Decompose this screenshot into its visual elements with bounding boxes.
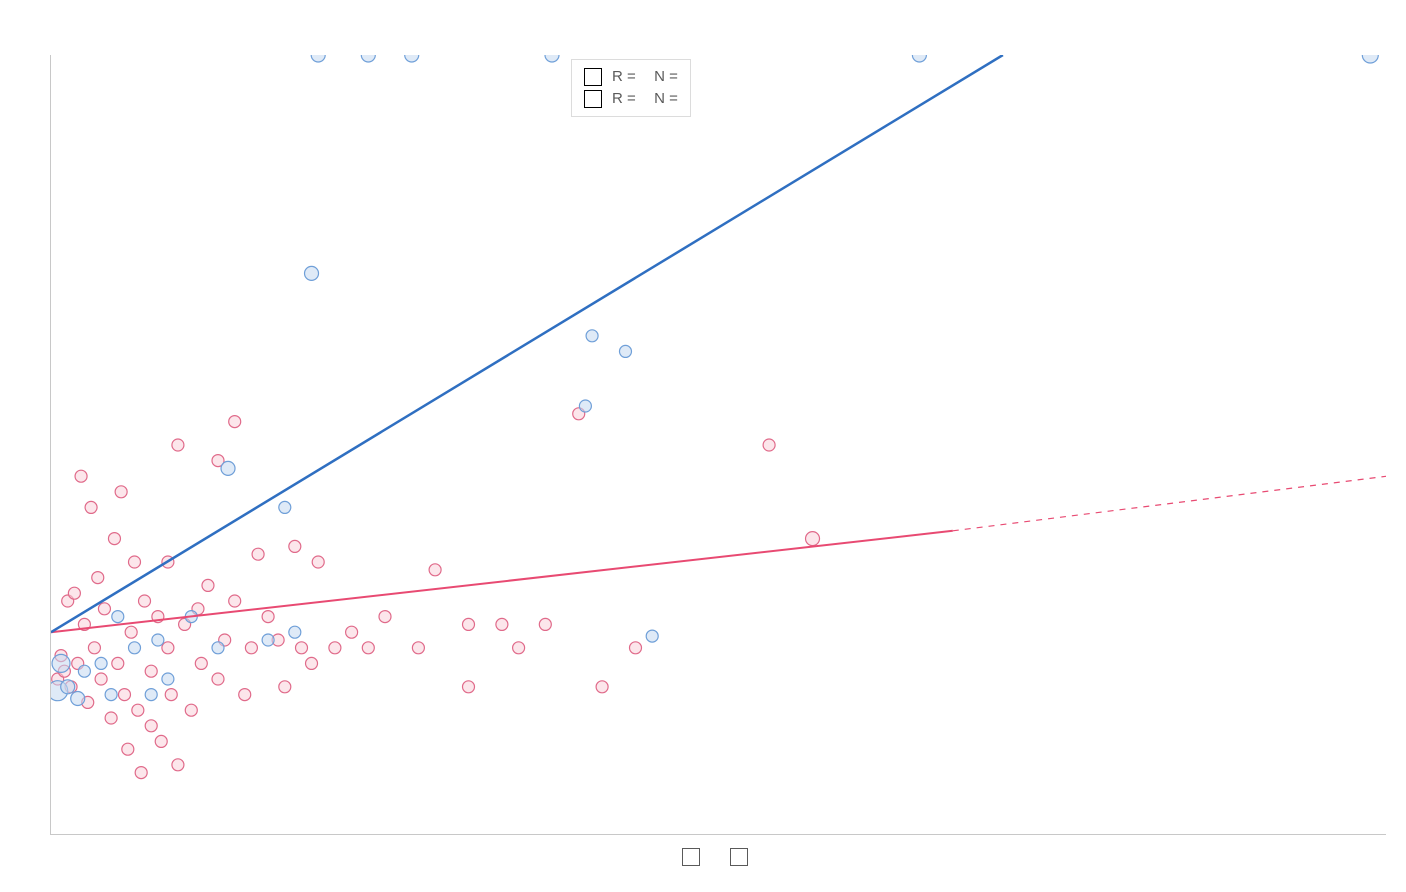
legend-item-guyanese [730,848,756,866]
legend-bottom [682,848,756,866]
legend-stats-row-guyanese: R = N = [584,88,678,110]
legend-item-british [682,848,708,866]
chart-svg [51,55,1386,834]
legend-stats-row-british: R = N = [584,66,678,88]
legend-stats: R = N = R = N = [571,59,691,117]
swatch-british [584,68,602,86]
swatch-guyanese-icon [730,848,748,866]
plot-area: R = N = R = N = [50,55,1386,835]
swatch-british-icon [682,848,700,866]
swatch-guyanese [584,90,602,108]
